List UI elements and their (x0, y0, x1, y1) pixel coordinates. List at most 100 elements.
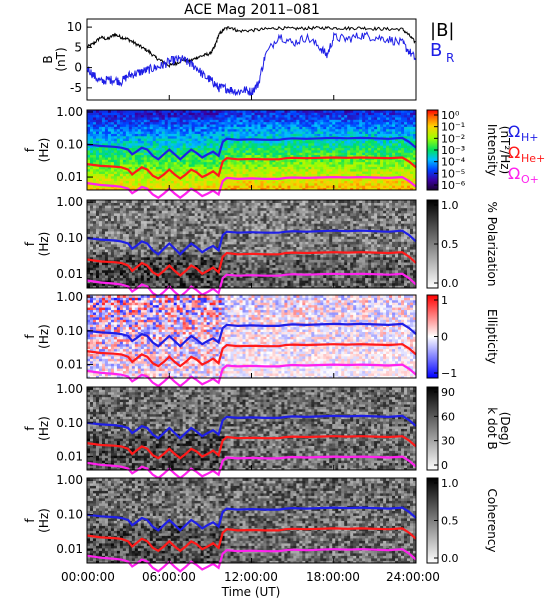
heatmap-cell (359, 147, 363, 151)
heatmap-cell (158, 264, 163, 268)
heatmap-cell (122, 110, 127, 113)
heatmap-cell (116, 228, 121, 232)
heatmap-cell (380, 145, 384, 149)
heatmap-cell (185, 244, 190, 247)
heatmap-cell (197, 147, 202, 151)
heatmap-cell (134, 207, 139, 211)
heatmap-cell (374, 112, 378, 116)
heatmap-cell (374, 150, 378, 153)
heatmap-cell (335, 164, 339, 167)
heatmap-cell (245, 182, 249, 186)
heatmap-cell (125, 212, 130, 216)
heatmap-cell (98, 178, 103, 181)
heatmap-cell (161, 249, 166, 253)
heatmap-cell (167, 251, 172, 255)
heatmap-cell (395, 161, 399, 165)
heatmap-cell (239, 147, 243, 151)
heatmap-cell (134, 166, 139, 170)
heatmap-cell (125, 131, 130, 134)
heatmap-cell (113, 168, 118, 172)
heatmap-cell (362, 147, 366, 151)
heatmap-cell (320, 138, 324, 141)
heatmap-cell (347, 138, 351, 141)
heatmap-cell (128, 121, 133, 125)
heatmap-cell (332, 112, 336, 116)
heatmap-cell (227, 182, 231, 186)
heatmap-cell (260, 112, 264, 116)
heatmap-cell (113, 166, 118, 170)
heatmap-cell (257, 124, 261, 127)
heatmap-cell (305, 161, 309, 165)
heatmap-cell (215, 119, 219, 123)
heatmap-cell (242, 124, 246, 127)
heatmap-cell (92, 166, 97, 170)
heatmap-cell (179, 173, 184, 177)
heatmap-cell (113, 207, 118, 211)
heatmap-cell (164, 110, 169, 113)
heatmap-cell (146, 154, 151, 158)
heatmap-cell (401, 185, 405, 189)
heatmap-cell (164, 128, 169, 132)
heatmap-cell (302, 145, 306, 149)
heatmap-cell (107, 212, 112, 216)
heatmap-cell (209, 154, 214, 158)
heatmap-cell (200, 128, 205, 132)
heatmap-cell (230, 161, 234, 165)
heatmap-cell (89, 200, 94, 203)
heatmap-cell (188, 259, 193, 263)
heatmap-cell (101, 244, 106, 247)
heatmap-cell (398, 147, 402, 151)
heatmap-cell (383, 131, 387, 134)
heatmap-cell (104, 212, 109, 216)
heatmap-cell (383, 152, 387, 156)
heatmap-cell (233, 112, 237, 116)
heatmap-cell (272, 168, 276, 172)
heatmap-cell (107, 114, 112, 118)
heatmap-cell (233, 119, 237, 123)
heatmap-cell (266, 182, 270, 186)
heatmap-cell (149, 161, 154, 165)
heatmap-cell (215, 145, 219, 149)
heatmap-cell (314, 114, 318, 118)
heatmap-cell (224, 187, 228, 191)
heatmap-cell (413, 157, 417, 160)
heatmap-cell (98, 246, 103, 250)
heatmap-cell (272, 187, 276, 191)
he-plus-gyrofrequency-line (86, 156, 417, 180)
heatmap-cell (326, 154, 330, 158)
heatmap-cell (317, 171, 321, 174)
heatmap-cell (89, 249, 94, 253)
heatmap-cell (137, 171, 142, 174)
heatmap-cell (251, 173, 255, 177)
heatmap-cell (221, 147, 225, 151)
heatmap-cell (158, 164, 163, 167)
heatmap-cell (119, 171, 124, 174)
heatmap-cell (101, 207, 106, 211)
heatmap-cell (140, 157, 145, 160)
heatmap-cell (374, 147, 378, 151)
heatmap-cell (200, 185, 205, 189)
heatmap-cell (167, 256, 172, 260)
heatmap-cell (119, 228, 124, 232)
heatmap-cell (191, 275, 196, 279)
heatmap-cell (173, 264, 178, 268)
heatmap-cell (167, 138, 172, 141)
heatmap-cell (242, 128, 246, 132)
heatmap-cell (161, 185, 166, 189)
heatmap-cell (125, 126, 130, 130)
field-y-tick-label: -5 (70, 81, 82, 95)
colorbar-label: Intensity (nT²/Hz) (485, 124, 512, 176)
heatmap-cell (212, 140, 217, 144)
heatmap-cell (191, 112, 196, 116)
heatmap-cell (260, 119, 264, 123)
heatmap-cell (218, 140, 222, 144)
heatmap-cell (110, 142, 115, 146)
heatmap-cell (170, 241, 175, 245)
heatmap-cell (101, 231, 106, 235)
heatmap-cell (368, 154, 372, 158)
heatmap-cell (92, 114, 97, 118)
heatmap-cell (110, 133, 115, 137)
heatmap-cell (182, 157, 187, 160)
heatmap-cell (113, 157, 118, 160)
heatmap-cell (296, 110, 300, 113)
